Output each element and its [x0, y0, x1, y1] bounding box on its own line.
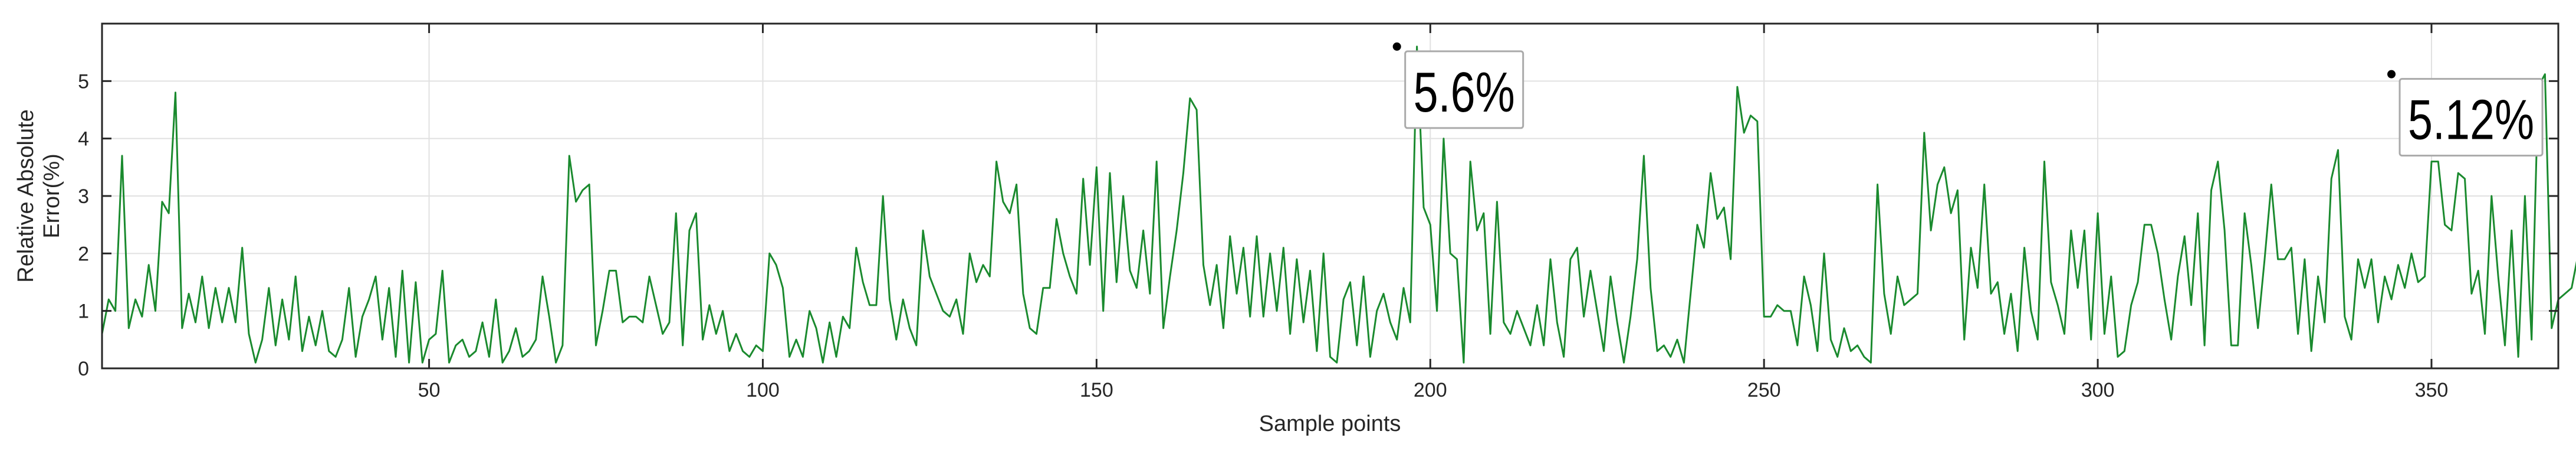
y-axis-label-line: Relative Absolute — [14, 109, 38, 283]
y-tick-label: 4 — [78, 128, 89, 151]
y-axis-label: Relative AbsoluteError(%) — [14, 109, 64, 283]
x-tick-label: 100 — [746, 379, 780, 401]
y-tick-label: 3 — [78, 185, 89, 208]
x-tick-label: 200 — [1414, 379, 1447, 401]
callouts: 5.6% 5.12% — [1392, 42, 2544, 157]
y-axis-label-line: Error(%) — [40, 153, 64, 238]
error-series-line — [101, 45, 2576, 364]
x-tick-label: 300 — [2081, 379, 2115, 401]
datatip-marker — [2387, 70, 2396, 79]
x-tick-label: 150 — [1080, 379, 1113, 401]
x-tick-label: 350 — [2415, 379, 2449, 401]
datatip-box — [1404, 50, 1524, 129]
datatip-marker — [1392, 42, 1401, 51]
datatip-label: 5.6% — [1414, 61, 1515, 124]
y-tick-label: 1 — [78, 300, 89, 323]
datatip[interactable]: 5.6% — [1392, 42, 1524, 129]
axis-ticks: 50 100 150 200 250 300 350 0 1 2 3 4 5 — [78, 24, 2558, 401]
datatip-box — [2398, 78, 2544, 157]
x-axis-label: Sample points — [1259, 411, 1401, 436]
y-tick-label: 2 — [78, 243, 89, 265]
datatip-label: 5.12% — [2408, 89, 2534, 152]
x-tick-label: 50 — [418, 379, 441, 401]
series-group — [101, 45, 2576, 364]
y-tick-label: 0 — [78, 358, 89, 380]
datatip[interactable]: 5.12% — [2387, 70, 2544, 157]
x-tick-label: 250 — [1747, 379, 1781, 401]
y-tick-label: 5 — [78, 70, 89, 93]
